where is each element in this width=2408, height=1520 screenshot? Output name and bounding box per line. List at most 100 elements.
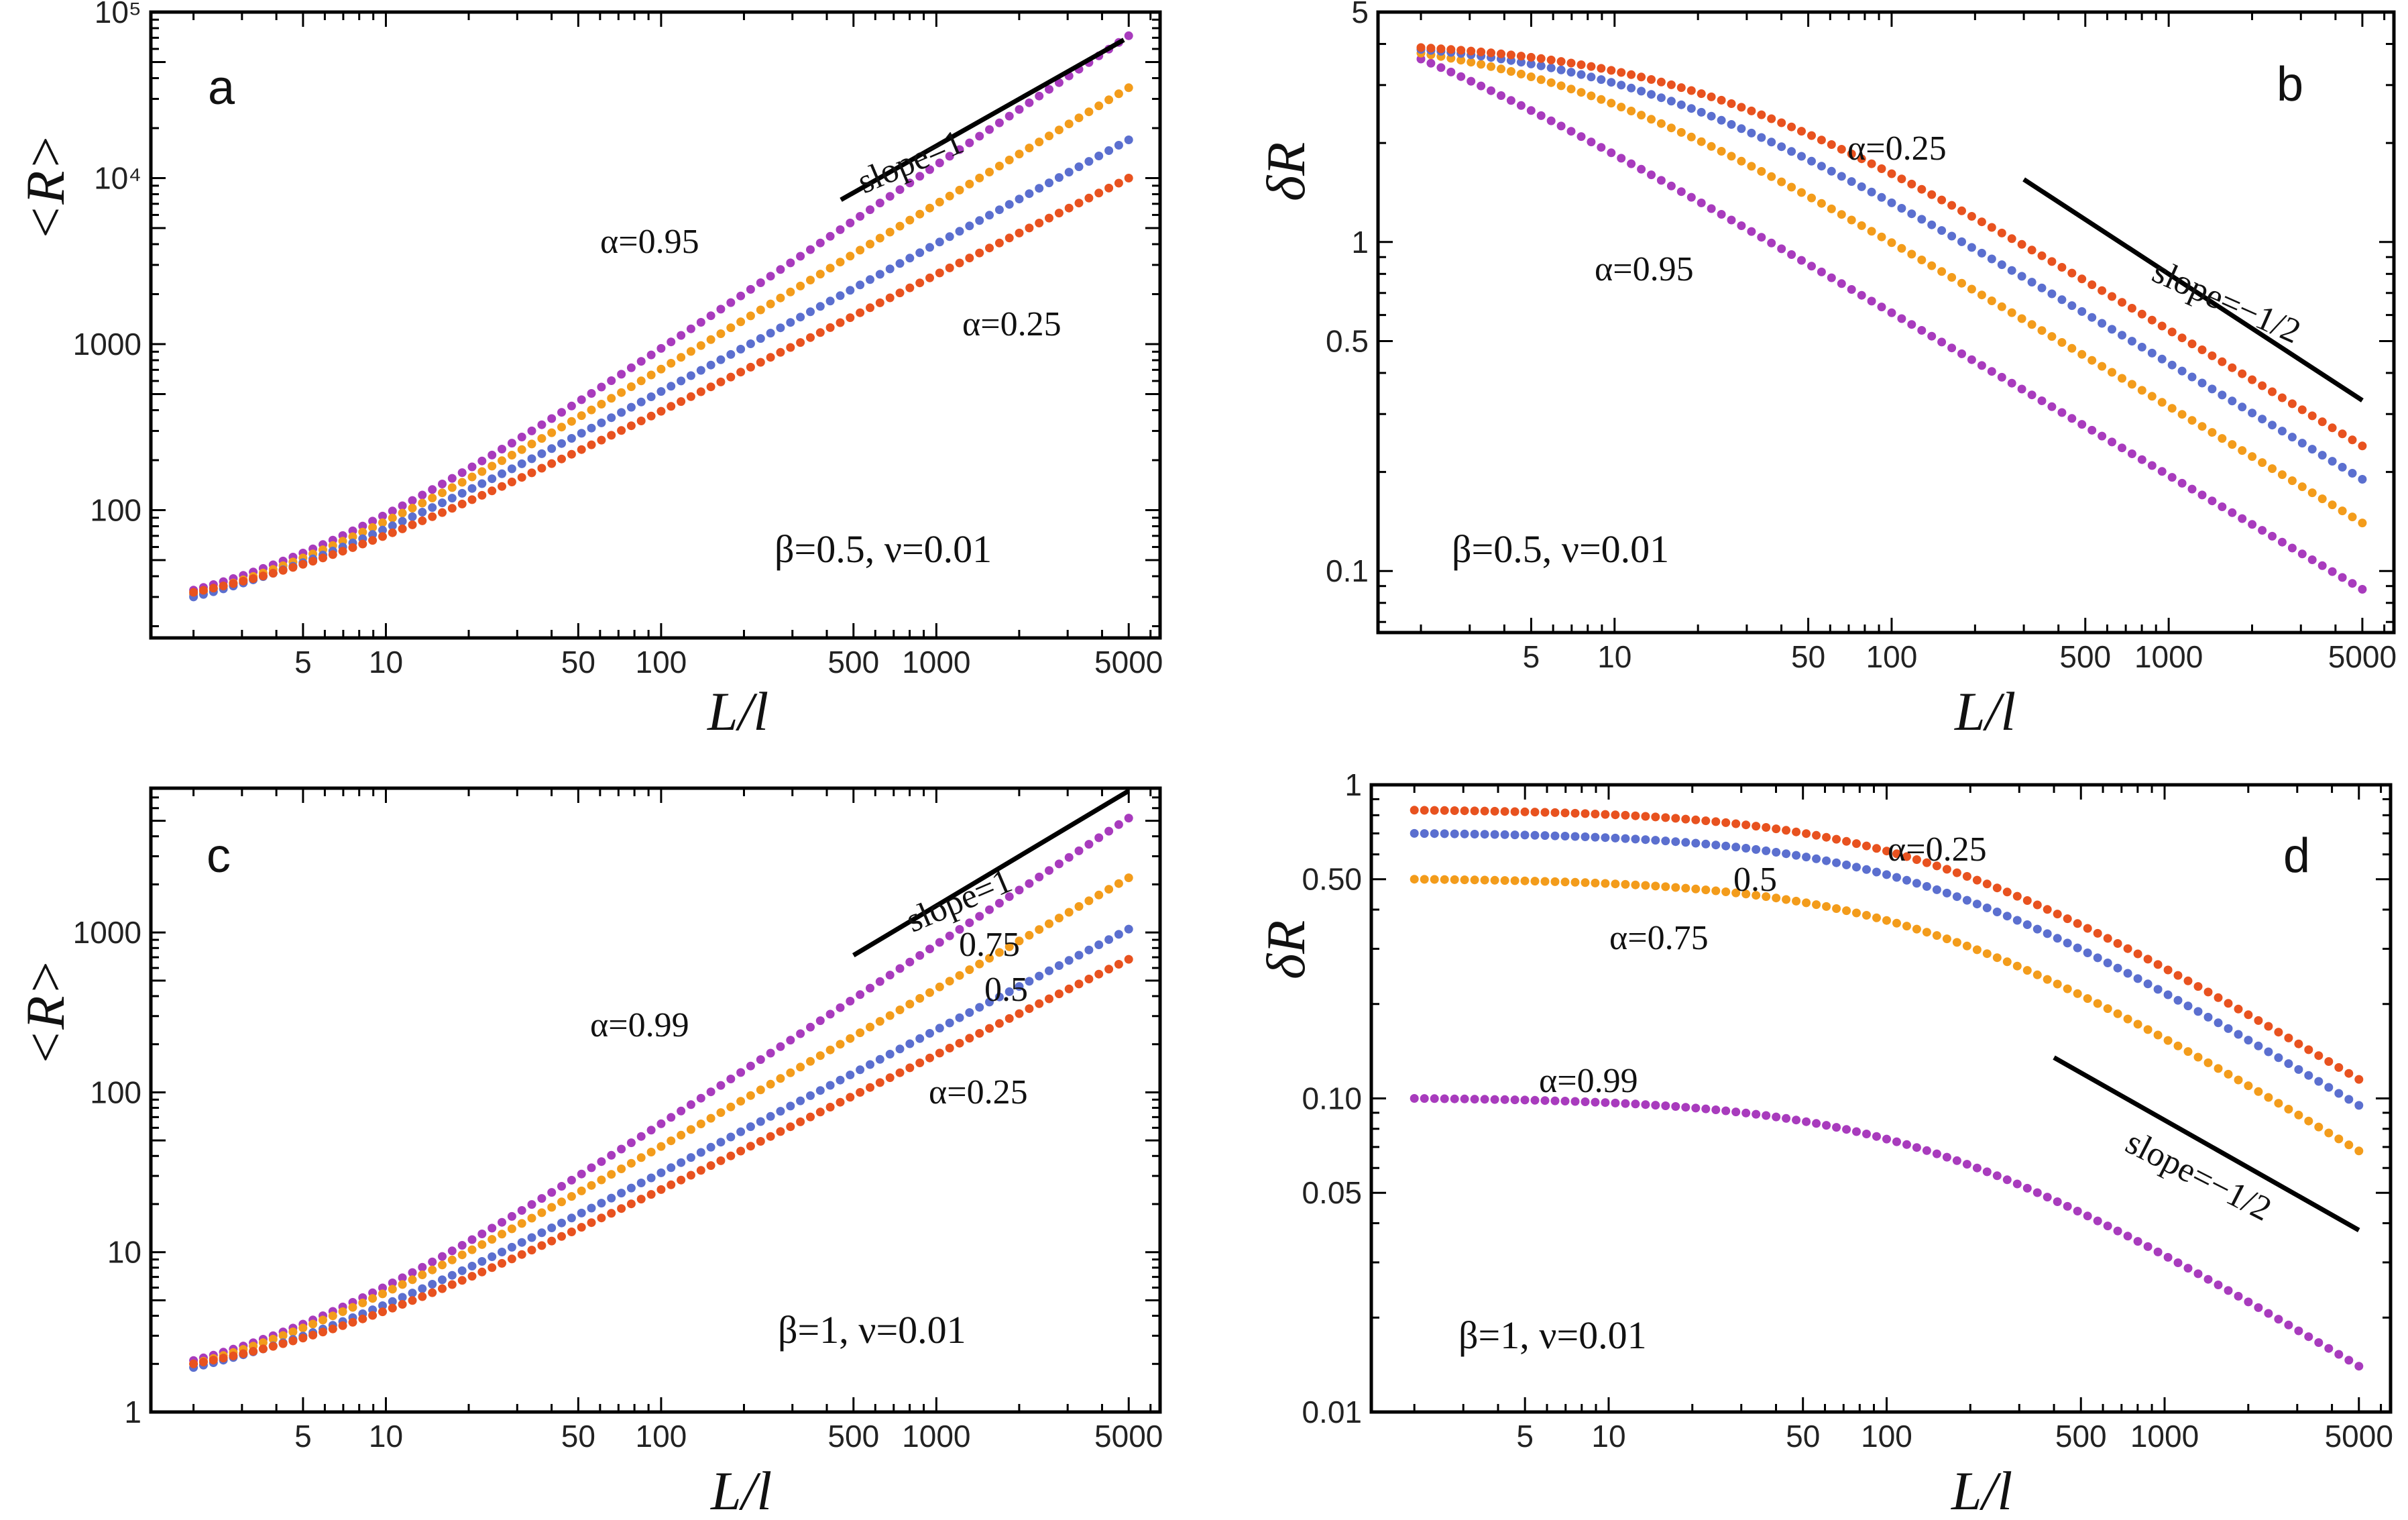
point-a-violet [457,468,467,478]
point-c-red [636,1195,646,1204]
point-d-red [1581,809,1590,818]
point-b-orange [1656,119,1666,128]
point-d-red [1972,875,1982,885]
point-b-violet [1807,262,1816,271]
point-c-violet [994,899,1004,908]
point-a-violet [477,456,487,466]
point-c-red [706,1161,715,1171]
point-d-violet [1641,1100,1650,1109]
point-c-blue [756,1117,765,1126]
point-d-orange [1842,906,1851,916]
point-c-red [378,1307,387,1317]
xtick-label: 1000 [2134,639,2203,674]
point-b-blue [1937,226,1947,235]
point-a-red [1104,183,1114,193]
point-d-violet [2334,1350,2344,1359]
point-b-blue [2277,427,2287,436]
point-a-red [198,586,208,595]
panel-d-marks [1410,806,2364,1371]
point-a-blue [935,237,944,247]
point-b-blue [1787,147,1796,156]
point-a-red [457,499,467,508]
point-b-red [2328,423,2337,433]
point-a-blue [1124,135,1133,144]
point-c-blue [498,1248,506,1256]
xtick-label: 500 [827,645,879,680]
panel-a-params: β=0.5, ν=0.01 [775,527,992,571]
point-b-red [2098,286,2107,295]
point-a-orange [547,428,557,437]
point-b-red [1967,212,1976,221]
point-d-red [1832,834,1841,844]
point-d-red [1822,832,1831,842]
panel-c-label-violet: α=0.99 [590,1006,689,1044]
point-d-blue [2334,1089,2344,1098]
point-b-orange [2087,356,2097,365]
point-b-orange [2197,422,2207,431]
series-b-blue [1416,45,2367,484]
point-b-blue [1777,142,1786,152]
point-c-orange [736,1097,746,1106]
point-a-violet [905,178,915,188]
point-b-violet [1977,361,1986,370]
point-b-orange [1857,221,1866,230]
series-d-orange [1410,875,2364,1156]
point-d-orange [1762,892,1771,902]
point-b-violet [2037,396,2047,405]
point-c-blue [925,1029,934,1038]
point-b-red [1637,72,1646,82]
point-d-red [1500,807,1509,816]
point-c-blue [1015,982,1024,991]
point-d-red [2264,1022,2273,1031]
point-a-blue [398,517,407,526]
point-a-orange [587,405,596,415]
point-b-orange [1767,172,1776,181]
point-d-orange [1591,878,1600,887]
point-a-violet [388,506,397,516]
xtick-label: 5000 [2325,1419,2393,1454]
point-d-orange [1792,896,1801,906]
point-a-orange [726,323,736,333]
point-a-blue [706,360,715,370]
point-c-red [577,1223,586,1232]
panel-c-xtick-labels: 5 10 50 100 500 1000 5000 [294,1419,1163,1454]
point-a-red [875,298,884,307]
point-b-violet [1707,204,1716,213]
point-d-violet [1782,1114,1791,1123]
point-d-blue [1852,863,1861,872]
point-c-blue [577,1208,586,1217]
point-c-violet [1045,866,1053,875]
point-b-violet [1666,181,1676,191]
point-b-orange [1807,193,1816,203]
point-b-blue [1897,204,1906,213]
point-d-violet [1420,1094,1429,1103]
point-a-orange [457,478,467,487]
point-d-blue [1430,829,1439,838]
point-d-red [2093,928,2102,938]
point-c-blue [1094,940,1104,949]
point-d-violet [1681,1103,1690,1112]
point-a-blue [517,459,526,468]
point-c-red [249,1347,258,1356]
point-b-orange [2218,434,2227,443]
point-a-blue [856,280,865,290]
point-d-orange [1490,875,1499,885]
point-d-blue [2284,1059,2293,1069]
point-c-red [328,1324,337,1334]
point-c-orange [428,1265,437,1274]
point-c-violet [726,1075,736,1083]
point-a-red [1074,199,1084,208]
point-a-red [806,333,815,342]
point-d-blue [1772,848,1781,857]
point-a-red [239,576,248,586]
point-a-blue [1045,178,1053,188]
point-c-orange [677,1130,686,1140]
point-d-orange [1570,877,1580,887]
point-d-blue [2103,959,2112,967]
point-d-blue [1892,873,1901,882]
point-b-orange [2007,308,2016,317]
point-d-violet [2274,1315,2283,1324]
point-b-blue [1847,177,1856,186]
point-b-blue [1797,152,1806,161]
point-b-orange [1627,107,1636,115]
